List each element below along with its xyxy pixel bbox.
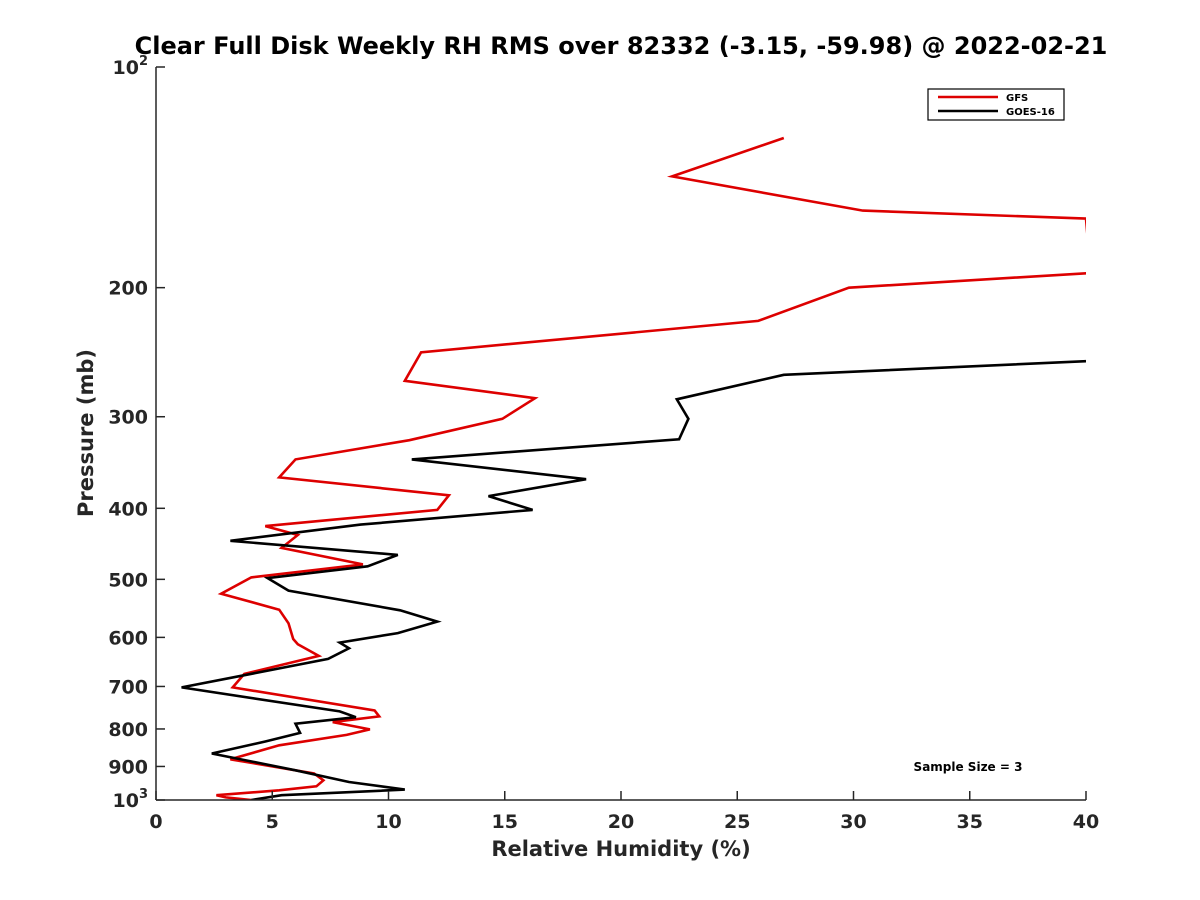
y-tick-label: 800 — [108, 719, 148, 741]
x-tick-label: 10 — [375, 811, 401, 833]
axes-layer: 0 5 10 15 20 25 30 35 40 102 200 300 400 500 600 700 800… — [108, 54, 1099, 833]
chart-title: Clear Full Disk Weekly RH RMS over 82332… — [135, 32, 1108, 60]
legend-box — [927, 88, 1065, 121]
x-tick-label: 5 — [266, 811, 279, 833]
y-axis-label: Pressure (mb) — [74, 349, 98, 517]
x-tick-label: 20 — [608, 811, 634, 833]
x-tick-label: 30 — [840, 811, 866, 833]
x-tick-label: 25 — [724, 811, 750, 833]
y-tick-label: 200 — [108, 278, 148, 300]
sample-size-annotation: Sample Size = 3 — [914, 760, 1023, 774]
y-tick-label: 103 — [113, 787, 149, 812]
y-tick-label: 102 — [113, 54, 149, 79]
x-tick-label: 40 — [1073, 811, 1099, 833]
series-line-gfs — [216, 136, 1086, 800]
y-tick-label: 700 — [108, 676, 148, 698]
y-tick-label: 500 — [108, 569, 148, 591]
y-tick-label: 600 — [108, 627, 148, 649]
series-layer — [181, 136, 1086, 800]
legend-label-gfs: GFS — [1006, 93, 1028, 104]
legend-label-goes-16: GOES-16 — [1006, 107, 1055, 118]
x-axis-label: Relative Humidity (%) — [491, 837, 750, 861]
y-tick-label: 300 — [108, 407, 148, 429]
y-tick-label: 900 — [108, 756, 148, 778]
y-tick-label: 400 — [108, 498, 148, 520]
series-line-goes-16 — [181, 359, 1086, 800]
legend: GFS GOES-16 — [927, 88, 1065, 121]
x-tick-label: 0 — [149, 811, 162, 833]
x-tick-label: 35 — [957, 811, 983, 833]
x-tick-label: 15 — [492, 811, 518, 833]
